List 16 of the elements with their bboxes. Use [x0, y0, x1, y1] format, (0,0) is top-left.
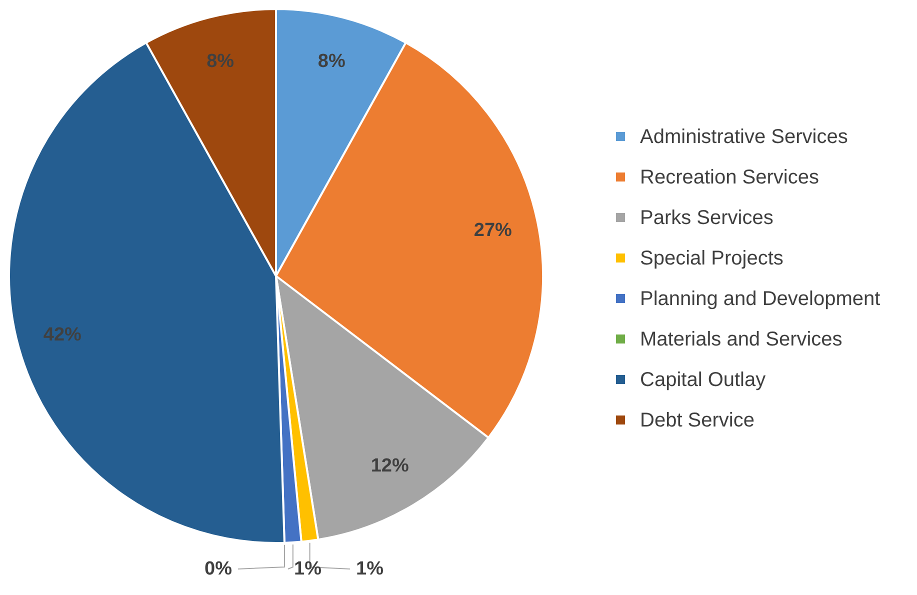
data-label: 27% [474, 220, 512, 242]
data-label: 8% [206, 50, 234, 72]
legend-label: Materials and Services [640, 328, 842, 350]
data-label: 1% [294, 558, 322, 580]
legend-label: Capital Outlay [640, 369, 766, 391]
legend-label: Recreation Services [640, 166, 819, 188]
text: 0% [204, 558, 232, 580]
data-label: 8% [318, 50, 346, 72]
data-label: 12% [370, 456, 409, 477]
data-label: 1% [356, 558, 384, 580]
legend-label: Administrative Services [640, 126, 848, 148]
legend-label: Special Projects [640, 248, 784, 270]
legend-label: Debt Service [640, 410, 754, 432]
legend-label: Parks Services [640, 207, 774, 229]
data-label: 42% [43, 324, 82, 346]
legend-label: Planning and Development [640, 288, 881, 310]
